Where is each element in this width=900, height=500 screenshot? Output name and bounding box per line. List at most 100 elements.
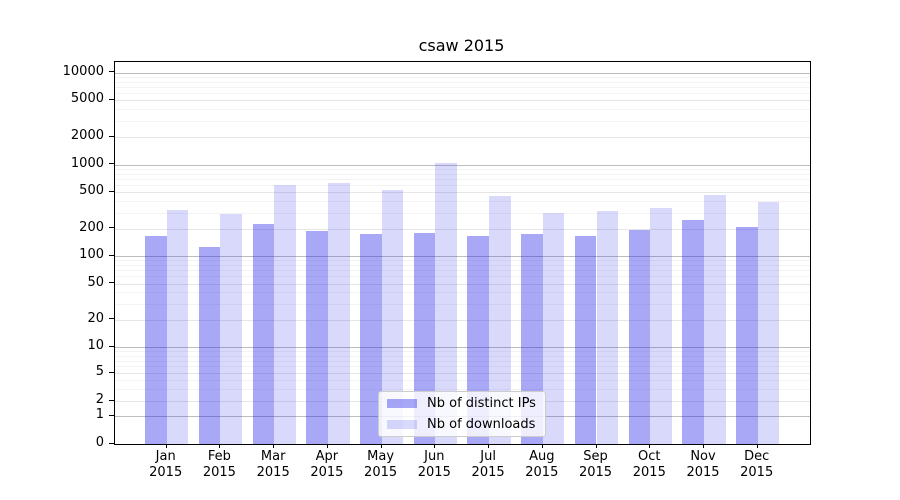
bar-may-nb-of-downloads — [381, 190, 404, 444]
y-tick-mark-10 — [109, 345, 114, 347]
y-tick-mark-1 — [109, 414, 114, 416]
x-tick-year: 2015 — [310, 465, 344, 480]
y-tick-label-200: 200 — [79, 219, 104, 235]
bar-jan-nb-of-downloads — [166, 209, 189, 444]
gridline-minor — [115, 260, 810, 262]
x-tick-label-dec: Dec 2015 — [725, 449, 789, 481]
bar-sep-nb-of-distinct-ips — [574, 236, 597, 444]
x-tick-mark-jan — [165, 444, 167, 448]
y-tick-mark-2000 — [109, 135, 114, 137]
gridline-minor — [115, 265, 810, 267]
y-tick-label-20: 20 — [87, 310, 104, 326]
y-tick-label-1: 1 — [95, 407, 104, 422]
gridline-minor — [115, 173, 810, 175]
gridline-minor — [115, 179, 810, 180]
plot-area: Nb of distinct IPs Nb of downloads — [114, 61, 811, 445]
x-tick-mark-apr — [326, 444, 328, 448]
gridline-10 — [115, 347, 810, 349]
gridline-minor — [115, 366, 810, 368]
gridline-5000 — [115, 100, 810, 102]
gridline-minor — [115, 276, 810, 278]
y-tick-mark-5000 — [109, 98, 114, 100]
x-tick-year: 2015 — [417, 465, 451, 480]
bar-sep-nb-of-downloads — [596, 211, 619, 444]
y-tick-mark-50 — [109, 282, 114, 284]
gridline-5 — [115, 373, 810, 375]
gridline-minor — [115, 81, 810, 83]
legend-label-nb-of-distinct-ips: Nb of distinct IPs — [427, 396, 536, 411]
x-tick-year: 2015 — [149, 465, 183, 480]
x-tick-mark-may — [380, 444, 382, 448]
gridline-minor — [115, 201, 810, 203]
x-tick-label-apr: Apr 2015 — [295, 449, 359, 481]
x-tick-year: 2015 — [525, 465, 559, 480]
gridline-minor — [115, 388, 810, 390]
gridline-minor — [115, 270, 810, 272]
x-tick-month: Jul — [480, 449, 496, 464]
x-tick-mark-feb — [219, 444, 221, 448]
gridline-minor — [115, 360, 810, 362]
x-tick-label-jun: Jun 2015 — [402, 449, 466, 481]
gridline-minor — [115, 169, 810, 171]
y-tick-mark-500 — [109, 190, 114, 192]
gridline-minor — [115, 76, 810, 78]
bar-mar-nb-of-distinct-ips — [252, 224, 275, 444]
bar-apr-nb-of-downloads — [327, 182, 350, 444]
x-tick-mark-nov — [703, 444, 704, 448]
chart-title: csaw 2015 — [418, 36, 505, 55]
gridline-minor — [115, 93, 810, 95]
x-tick-month: Apr — [315, 449, 339, 464]
bar-oct-nb-of-distinct-ips — [628, 229, 651, 444]
x-tick-label-aug: Aug 2015 — [510, 449, 574, 481]
x-tick-label-sep: Sep 2015 — [564, 449, 628, 481]
gridline-minor — [115, 292, 810, 294]
x-tick-year: 2015 — [578, 465, 613, 480]
x-tick-month: Dec — [744, 449, 770, 464]
y-tick-mark-200 — [109, 227, 114, 229]
x-tick-month: Aug — [529, 449, 555, 464]
x-tick-mark-jul — [488, 444, 490, 448]
bar-apr-nb-of-distinct-ips — [306, 230, 328, 444]
x-tick-label-jan: Jan 2015 — [134, 449, 198, 481]
gridline-minor — [115, 379, 810, 381]
y-tick-label-2000: 2000 — [70, 128, 104, 144]
legend-entry-nb-of-distinct-ips: Nb of distinct IPs — [379, 395, 545, 413]
x-tick-label-nov: Nov 2015 — [671, 449, 735, 481]
bar-oct-nb-of-downloads — [650, 207, 672, 444]
gridline-minor — [115, 109, 810, 111]
x-tick-month: Feb — [207, 449, 231, 464]
y-tick-label-1000: 1000 — [70, 155, 104, 171]
y-tick-mark-10000 — [109, 71, 114, 73]
legend-entry-nb-of-downloads: Nb of downloads — [379, 416, 545, 434]
gridline-1000 — [115, 164, 810, 166]
legend-label-nb-of-downloads: Nb of downloads — [427, 417, 536, 432]
x-tick-mark-dec — [756, 444, 758, 448]
x-tick-label-jul: Jul 2015 — [456, 449, 520, 481]
y-tick-label-0: 0 — [95, 435, 104, 450]
y-tick-label-10: 10 — [87, 338, 104, 354]
bar-nov-nb-of-distinct-ips — [682, 220, 704, 444]
x-tick-year: 2015 — [686, 465, 720, 480]
bar-jun-nb-of-downloads — [435, 162, 457, 444]
x-tick-label-feb: Feb 2015 — [187, 449, 251, 481]
x-tick-month: Nov — [690, 449, 716, 464]
bar-dec-nb-of-distinct-ips — [736, 226, 758, 444]
y-tick-mark-20 — [109, 318, 114, 320]
gridline-20 — [115, 319, 810, 321]
y-tick-label-5: 5 — [95, 364, 104, 380]
x-tick-mark-sep — [595, 444, 597, 448]
legend-swatch-nb-of-downloads — [387, 420, 417, 429]
legend-swatch-nb-of-distinct-ips — [387, 399, 417, 408]
legend: Nb of distinct IPs Nb of downloads — [378, 391, 546, 437]
bar-may-nb-of-distinct-ips — [359, 234, 382, 444]
y-tick-mark-100 — [109, 254, 114, 256]
gridline-200 — [115, 228, 810, 230]
x-tick-mark-mar — [273, 444, 275, 448]
y-tick-mark-5 — [109, 371, 114, 373]
gridline-50 — [115, 283, 810, 285]
x-tick-month: Jan — [155, 449, 176, 464]
x-tick-year: 2015 — [632, 465, 666, 480]
bar-feb-nb-of-distinct-ips — [198, 247, 221, 444]
gridline-500 — [115, 192, 810, 194]
